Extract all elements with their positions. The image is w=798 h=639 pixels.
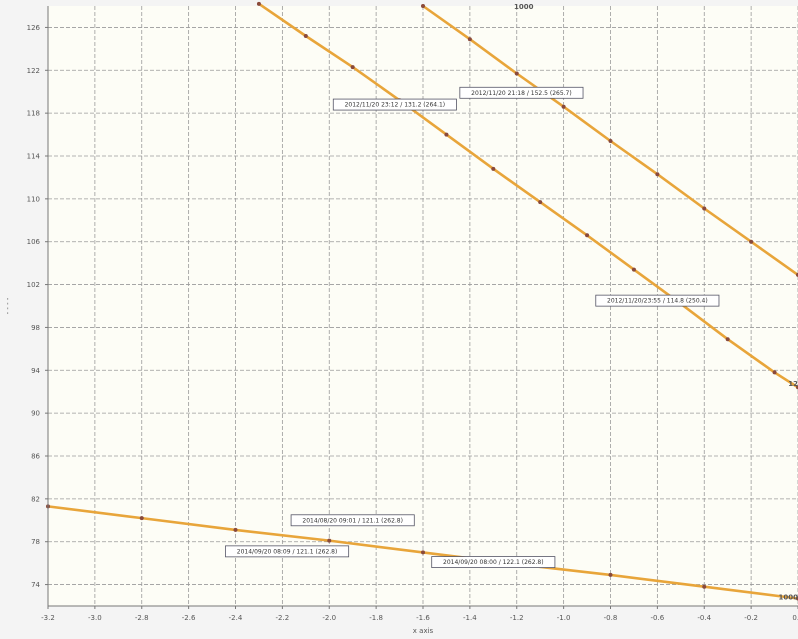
annotation-box xyxy=(225,545,350,558)
x-tick-label: -1.6 xyxy=(416,614,430,622)
edge-label: 12 xyxy=(788,380,798,388)
y-tick-label: 94 xyxy=(31,367,40,375)
series-point-2 xyxy=(608,139,613,143)
annotation-box xyxy=(332,98,457,111)
annotation-box xyxy=(290,514,415,527)
annotation-label: 2014/09/20 08:09 / 121.1 (262.8) xyxy=(237,548,338,555)
series-layer xyxy=(46,1,798,601)
grid xyxy=(47,6,798,606)
y-tick-label: 90 xyxy=(31,410,40,418)
x-tick-label: -3.0 xyxy=(88,614,102,622)
y-tick-label: 82 xyxy=(31,495,40,503)
annotation-label: 2014/09/20 08:00 / 122.1 (262.8) xyxy=(443,559,544,566)
series-point-1 xyxy=(772,370,777,375)
series-point-1 xyxy=(538,200,543,205)
series-point-1 xyxy=(725,337,730,342)
annotation-box xyxy=(595,294,720,307)
series-point-2 xyxy=(514,71,519,76)
x-tick-label: -2.8 xyxy=(135,614,149,622)
annotation-label: 2012/11/20 21:18 / 152.5 (265.7) xyxy=(471,90,572,97)
y-tick-label: 86 xyxy=(31,453,40,461)
x-tick-label: -0.4 xyxy=(697,614,711,622)
series-point-1 xyxy=(631,267,636,272)
x-tick-label: -0.2 xyxy=(744,614,758,622)
annotation-label: 2014/08/20 09:01 / 121.1 (262.8) xyxy=(302,517,403,524)
y-tick-label: 126 xyxy=(27,24,41,32)
x-tick-label: -2.0 xyxy=(322,614,336,622)
series-point-3 xyxy=(421,550,425,555)
series-point-2 xyxy=(702,206,707,211)
x-tick-label: -0.6 xyxy=(651,614,665,622)
series-point-3 xyxy=(233,527,238,532)
y-tick-label: 106 xyxy=(27,238,41,246)
y-tick-label: 102 xyxy=(27,281,40,289)
series-point-2 xyxy=(561,104,566,109)
series-point-3 xyxy=(327,538,332,543)
y-tick-label: 78 xyxy=(31,538,40,546)
x-tick-label: -1.8 xyxy=(369,614,383,622)
y-tick-label: 98 xyxy=(31,324,40,332)
series-point-2 xyxy=(749,239,754,244)
x-tick-label: -3.2 xyxy=(41,614,55,622)
series-point-3 xyxy=(608,572,613,577)
y-axis-title: - - - - xyxy=(4,297,12,314)
annotation-box xyxy=(459,86,584,99)
x-tick-label: 0.0 xyxy=(792,614,798,622)
series-point-1 xyxy=(256,1,261,6)
annotations-layer: 2012/11/20 23:12 / 131.2 (264.1) 2012/11/… xyxy=(225,3,798,601)
annotation-label: 2012/11/20/23:55 / 114.8 (250.4) xyxy=(607,298,708,305)
x-tick-label: -1.0 xyxy=(557,614,571,622)
x-tick-label: -1.4 xyxy=(463,614,477,622)
series-point-1 xyxy=(491,166,496,171)
y-axis-ticks: 74 78 82 86 90 94 98 102 106 110 114 118 122 126 xyxy=(27,24,48,589)
x-tick-label: -2.4 xyxy=(229,614,243,622)
series-point-2 xyxy=(467,37,472,42)
series-point-3 xyxy=(702,584,707,589)
series-point-2 xyxy=(421,4,425,8)
y-tick-label: 74 xyxy=(31,581,40,589)
x-tick-label: -2.2 xyxy=(276,614,290,622)
y-tick-label: 110 xyxy=(27,195,40,203)
x-axis-title: x axis xyxy=(413,627,434,635)
annotation-label: 2012/11/20 23:12 / 131.2 (264.1) xyxy=(345,102,446,109)
annotation-box xyxy=(431,556,556,568)
series-point-1 xyxy=(350,65,355,70)
edge-label: 1000 xyxy=(514,3,534,11)
y-tick-label: 114 xyxy=(27,153,41,161)
series-point-2 xyxy=(655,172,660,177)
x-tick-label: -1.2 xyxy=(510,614,524,622)
series-point-1 xyxy=(444,132,449,137)
x-tick-label: -0.8 xyxy=(604,614,618,622)
y-tick-label: 118 xyxy=(27,110,40,118)
series-point-3 xyxy=(139,516,144,521)
x-tick-label: -2.6 xyxy=(182,614,196,622)
y-tick-label: 122 xyxy=(27,67,40,75)
series-point-1 xyxy=(303,34,308,38)
edge-label: 1000 xyxy=(779,593,798,601)
series-point-1 xyxy=(585,233,590,238)
